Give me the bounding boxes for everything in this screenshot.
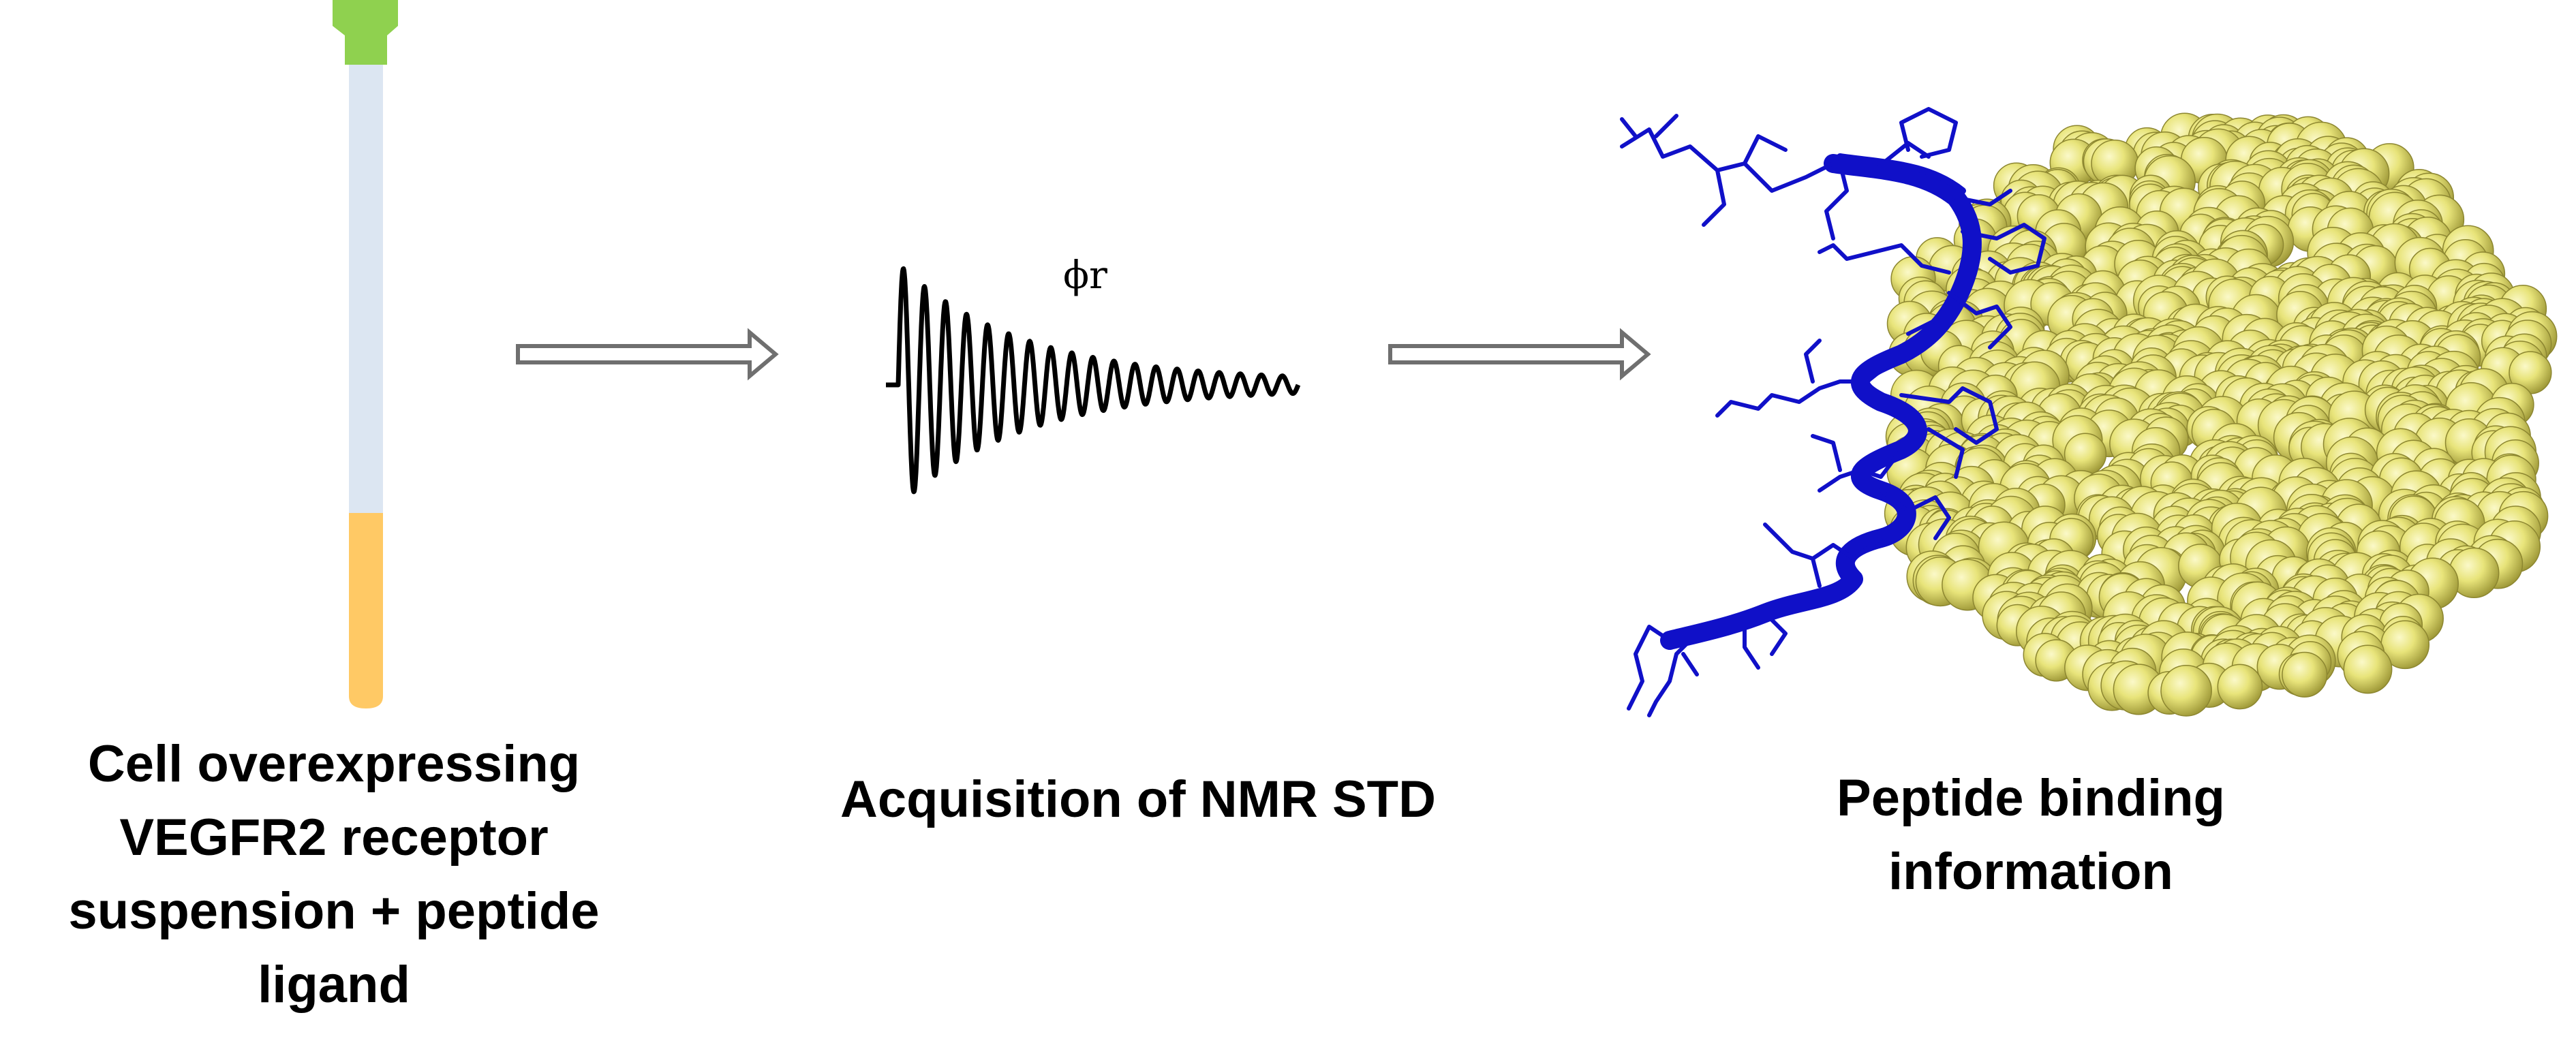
caption-line: ligand — [258, 956, 410, 1014]
right-arrow-icon — [1388, 328, 1651, 381]
caption-line: VEGFR2 receptor — [119, 809, 549, 867]
tube-upper-section — [349, 65, 383, 513]
caption-line: Peptide binding — [1837, 769, 2225, 827]
caption-line: Acquisition of NMR STD — [840, 770, 1436, 828]
sample-caption: Cell overexpressing VEGFR2 receptor susp… — [27, 728, 641, 1022]
tube-liquid — [349, 513, 383, 708]
caption-line: Cell overexpressing — [87, 735, 581, 793]
caption-line: suspension + peptide — [68, 882, 600, 940]
result-caption: Peptide binding information — [1724, 762, 2337, 909]
right-arrow-icon — [516, 328, 779, 381]
protein-sphere-icon — [1884, 112, 2558, 717]
acquisition-caption: Acquisition of NMR STD — [770, 763, 1506, 837]
peptide-ribbon-icon — [1620, 107, 2046, 717]
nmr-tube-icon — [333, 0, 398, 708]
tube-cap — [333, 0, 398, 65]
caption-line: information — [1888, 843, 2173, 901]
fid-symbol-label: ϕr — [1063, 253, 1107, 298]
fid-signal-icon — [886, 266, 1301, 495]
